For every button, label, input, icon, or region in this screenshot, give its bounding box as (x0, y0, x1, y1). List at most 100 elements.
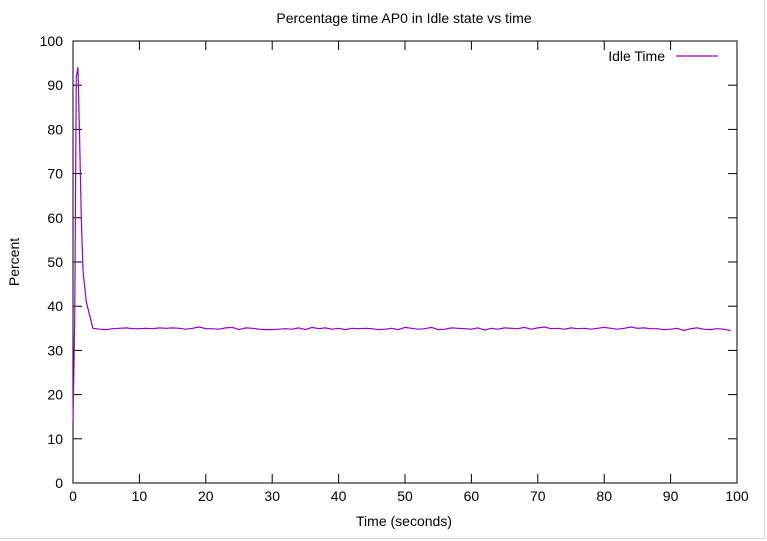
data-point (490, 327, 492, 329)
y-axis-label: Percent (6, 238, 22, 286)
data-point (77, 67, 79, 68)
data-point (291, 328, 293, 330)
data-point (637, 327, 638, 329)
data-point (364, 327, 366, 329)
data-point (683, 330, 685, 331)
data-point (198, 326, 200, 328)
y-tick-label: 90 (47, 77, 63, 93)
data-point (497, 328, 499, 330)
data-point (696, 327, 698, 329)
data-point (378, 329, 379, 330)
data-point (338, 327, 339, 329)
data-point (238, 329, 240, 330)
data-point (643, 327, 645, 329)
data-point (344, 329, 346, 330)
data-point (158, 327, 160, 329)
data-point (318, 328, 320, 330)
data-point (172, 327, 174, 329)
data-point (411, 327, 412, 329)
data-point (384, 328, 386, 330)
data-point (205, 328, 207, 330)
data-point (278, 328, 280, 330)
data-point (710, 329, 711, 330)
x-tick-label: 50 (397, 488, 413, 504)
data-point (185, 328, 187, 330)
data-point (477, 327, 479, 329)
data-point (557, 327, 559, 329)
chart-title: Percentage time AP0 in Idle state vs tim… (276, 10, 531, 26)
plot-area (72, 40, 738, 484)
y-tick-label: 30 (47, 342, 63, 358)
data-point (530, 328, 532, 330)
data-point (603, 327, 605, 328)
data-point (80, 217, 82, 219)
data-point (258, 328, 260, 330)
series-line-idle-time (72, 66, 731, 422)
data-point (417, 328, 419, 330)
data-point (583, 327, 585, 329)
data-point (564, 328, 565, 330)
data-point (630, 326, 632, 328)
data-point (105, 329, 107, 330)
data-point (517, 328, 519, 330)
data-point (85, 301, 87, 303)
x-axis-label: Time (seconds) (356, 513, 452, 529)
data-point (398, 329, 399, 330)
data-point (139, 328, 140, 330)
data-point (464, 328, 466, 330)
data-point (245, 327, 247, 329)
data-point (504, 327, 505, 329)
data-point (72, 420, 74, 422)
data-point (75, 76, 77, 77)
data-point (716, 328, 718, 330)
data-point (590, 328, 592, 330)
data-point (212, 328, 213, 330)
data-point (178, 327, 180, 329)
data-point (404, 327, 406, 328)
x-tick-label: 0 (69, 488, 77, 504)
data-point (650, 328, 652, 330)
y-tick-label: 20 (47, 387, 63, 403)
x-tick-label: 40 (331, 488, 347, 504)
data-point (311, 327, 313, 328)
data-point (444, 328, 446, 330)
data-point (471, 328, 472, 330)
data-point (74, 319, 76, 320)
data-point (690, 328, 691, 330)
data-point (165, 327, 167, 329)
data-point (610, 327, 612, 329)
data-point (285, 328, 286, 330)
data-point (391, 327, 393, 329)
data-point (324, 327, 326, 329)
x-tick-label: 10 (132, 488, 148, 504)
y-tick-label: 70 (47, 166, 63, 182)
y-tick-label: 50 (47, 254, 63, 270)
y-tick-label: 60 (47, 210, 63, 226)
y-tick-label: 0 (55, 475, 63, 491)
data-point (132, 328, 134, 330)
x-tick-label: 20 (198, 488, 214, 504)
data-point (623, 327, 625, 329)
data-point (544, 326, 545, 328)
data-point (524, 327, 525, 328)
legend: Idle Time (608, 48, 718, 64)
data-point (537, 327, 539, 329)
data-point (251, 327, 253, 329)
data-point (431, 327, 432, 328)
x-tick-label: 60 (464, 488, 480, 504)
data-point (723, 328, 725, 330)
data-point (570, 327, 572, 329)
x-tick-label: 90 (663, 488, 679, 504)
data-point (577, 328, 578, 330)
y-tick-label: 40 (47, 298, 63, 314)
data-point (437, 329, 439, 330)
data-point (232, 327, 233, 328)
data-point (79, 137, 80, 139)
data-point (92, 327, 94, 329)
data-point (617, 328, 618, 330)
data-point (271, 329, 273, 330)
data-point (99, 328, 100, 330)
data-point (730, 330, 731, 331)
data-point (484, 329, 486, 331)
